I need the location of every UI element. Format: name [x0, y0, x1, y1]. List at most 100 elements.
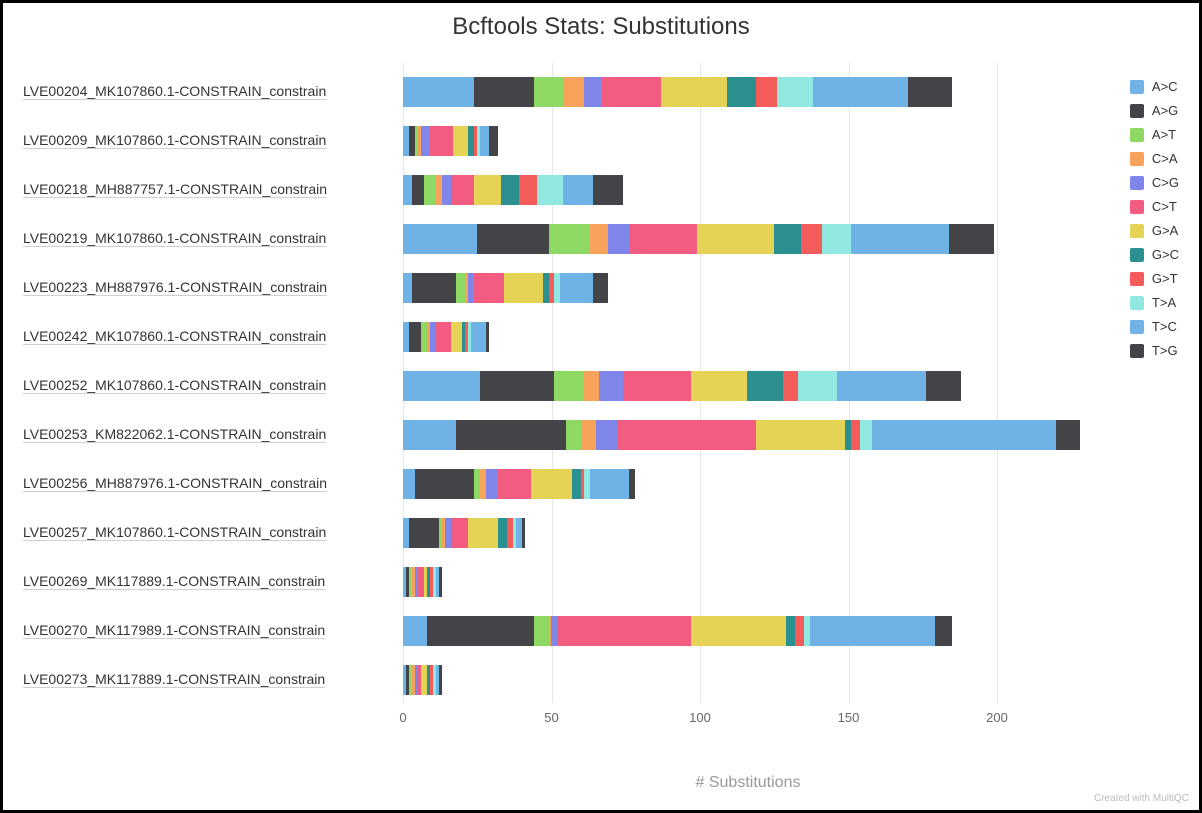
legend-swatch: [1130, 128, 1144, 142]
legend-label: T>G: [1152, 343, 1178, 358]
bar-segment: [554, 371, 584, 401]
bar-segment: [498, 518, 507, 548]
legend-label: T>C: [1152, 319, 1177, 334]
bar-segment: [451, 175, 475, 205]
bar-segment: [403, 224, 477, 254]
bar-segment: [581, 420, 596, 450]
bar-segment: [477, 224, 548, 254]
x-axis-label: # Substitutions: [403, 774, 1093, 792]
legend-item[interactable]: C>G: [1130, 175, 1179, 190]
bar-segment: [456, 420, 566, 450]
x-tick-label: 150: [838, 710, 860, 725]
legend-label: G>C: [1152, 247, 1179, 262]
bar-segment: [427, 616, 534, 646]
bar-segment: [801, 224, 822, 254]
bar-segment: [1056, 420, 1080, 450]
bar-row: [403, 126, 1093, 156]
bar-segment: [851, 224, 949, 254]
category-label: LVE00253_KM822062.1-CONSTRAIN_constrain: [23, 426, 393, 442]
bar-segment: [468, 518, 498, 548]
chart-title: Bcftools Stats: Substitutions: [3, 13, 1199, 41]
legend: A>C A>G A>T C>A C>G C>T G>A G>C G>T T>A T>C T>G: [1130, 79, 1179, 367]
legend-item[interactable]: G>C: [1130, 247, 1179, 262]
bar-segment: [949, 224, 994, 254]
legend-swatch: [1130, 320, 1144, 334]
category-label: LVE00218_MH887757.1-CONSTRAIN_constrain: [23, 181, 393, 197]
legend-item[interactable]: C>T: [1130, 199, 1179, 214]
category-label: LVE00219_MK107860.1-CONSTRAIN_constrain: [23, 230, 393, 246]
bar-segment: [623, 371, 691, 401]
legend-label: C>T: [1152, 199, 1177, 214]
legend-swatch: [1130, 176, 1144, 190]
bar-segment: [590, 224, 608, 254]
bar-segment: [872, 420, 1056, 450]
bar-segment: [747, 371, 783, 401]
bar-segment: [534, 77, 564, 107]
legend-label: G>T: [1152, 271, 1178, 286]
bar-segment: [403, 469, 415, 499]
bar-segment: [409, 322, 421, 352]
legend-item[interactable]: A>T: [1130, 127, 1179, 142]
bar-segment: [522, 518, 525, 548]
bar-segment: [451, 518, 469, 548]
legend-swatch: [1130, 248, 1144, 262]
bar-segment: [593, 273, 608, 303]
legend-swatch: [1130, 344, 1144, 358]
legend-item[interactable]: A>G: [1130, 103, 1179, 118]
bar-segment: [531, 469, 573, 499]
bar-segment: [498, 469, 531, 499]
bar-segment: [566, 420, 581, 450]
legend-swatch: [1130, 152, 1144, 166]
bar-segment: [813, 77, 908, 107]
legend-swatch: [1130, 224, 1144, 238]
bar-segment: [572, 469, 581, 499]
bar-segment: [822, 224, 852, 254]
bar-segment: [837, 371, 926, 401]
bar-segment: [795, 616, 804, 646]
bar-segment: [480, 371, 554, 401]
bar-segment: [412, 273, 457, 303]
legend-swatch: [1130, 296, 1144, 310]
bar-segment: [415, 469, 474, 499]
bar-row: [403, 273, 1093, 303]
bar-segment: [786, 616, 795, 646]
bar-segment: [584, 371, 599, 401]
legend-item[interactable]: C>A: [1130, 151, 1179, 166]
legend-swatch: [1130, 104, 1144, 118]
category-label: LVE00256_MH887976.1-CONSTRAIN_constrain: [23, 475, 393, 491]
bar-row: [403, 420, 1093, 450]
bar-segment: [608, 224, 629, 254]
legend-item[interactable]: A>C: [1130, 79, 1179, 94]
bar-segment: [563, 175, 593, 205]
chart-frame: Bcftools Stats: Substitutions 0501001502…: [0, 0, 1202, 813]
bar-segment: [783, 371, 798, 401]
category-label: LVE00273_MK117889.1-CONSTRAIN_constrain: [23, 671, 393, 687]
category-label: LVE00269_MK117889.1-CONSTRAIN_constrain: [23, 573, 393, 589]
x-tick-label: 200: [986, 710, 1008, 725]
bar-segment: [489, 126, 498, 156]
credit-text: Created with MultiQC: [1094, 793, 1189, 804]
bar-segment: [403, 616, 427, 646]
bar-segment: [480, 126, 489, 156]
bar-segment: [421, 126, 430, 156]
bar-segment: [486, 469, 498, 499]
bar-segment: [486, 322, 489, 352]
legend-item[interactable]: T>G: [1130, 343, 1179, 358]
bar-row: [403, 518, 1093, 548]
bar-segment: [860, 420, 872, 450]
bar-segment: [442, 175, 451, 205]
bar-segment: [430, 126, 454, 156]
bar-segment: [599, 371, 623, 401]
bar-segment: [453, 126, 468, 156]
bar-segment: [474, 273, 504, 303]
bar-segment: [590, 469, 629, 499]
bar-segment: [691, 371, 747, 401]
legend-item[interactable]: T>A: [1130, 295, 1179, 310]
bar-segment: [534, 616, 549, 646]
bar-segment: [403, 175, 412, 205]
bar-segment: [661, 77, 726, 107]
legend-item[interactable]: T>C: [1130, 319, 1179, 334]
bar-segment: [439, 665, 442, 695]
legend-item[interactable]: G>A: [1130, 223, 1179, 238]
legend-item[interactable]: G>T: [1130, 271, 1179, 286]
